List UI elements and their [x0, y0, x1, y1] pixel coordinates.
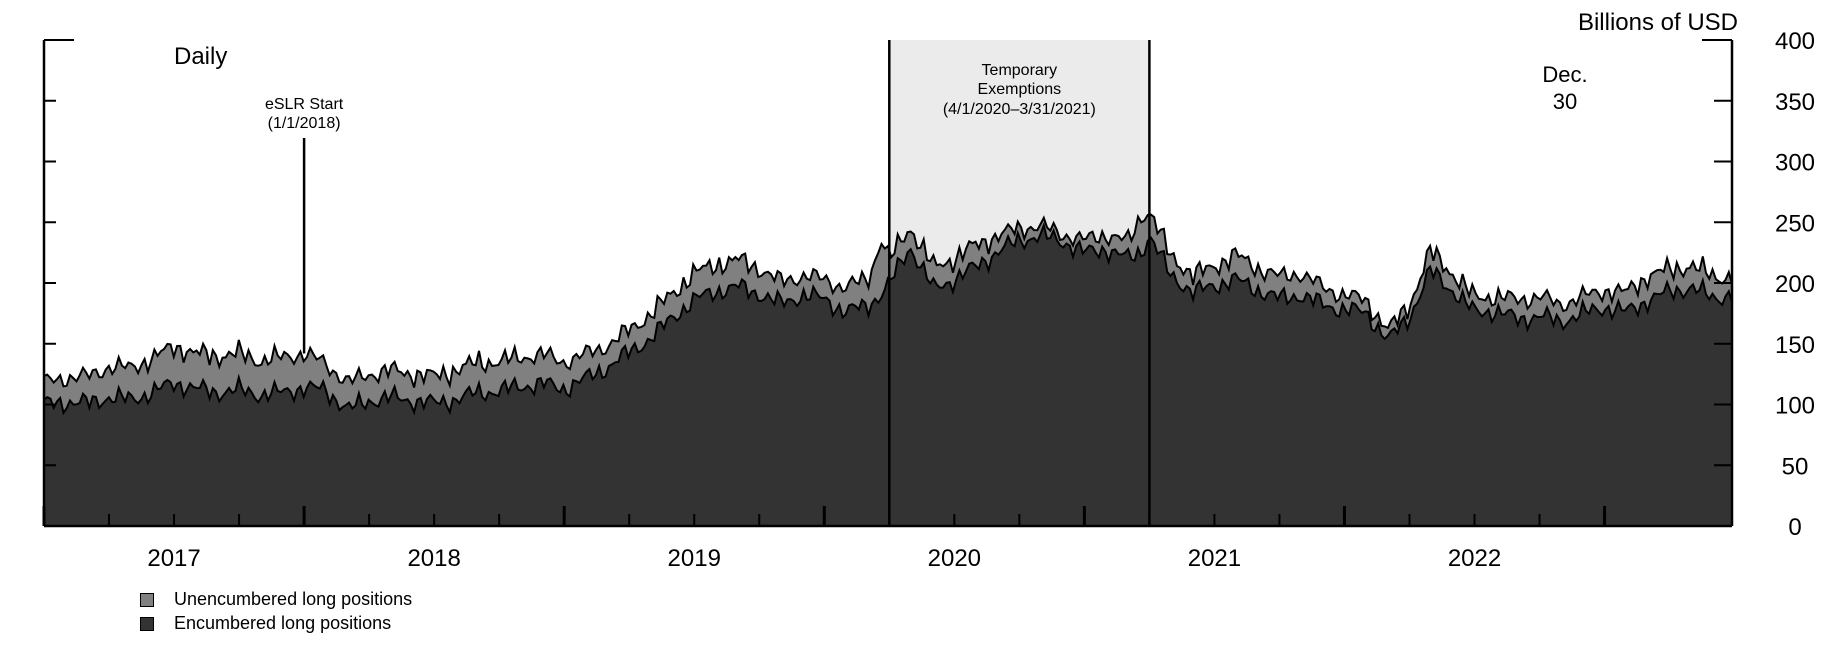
legend-label-unencumbered: Unencumbered long positions: [174, 589, 413, 609]
end-date-label-day: 30: [1553, 89, 1577, 114]
end-date-label-month: Dec.: [1542, 62, 1587, 87]
y-tick-label: 100: [1775, 393, 1815, 420]
series-line-total: [43, 213, 1733, 390]
y-tick-label: 200: [1775, 271, 1815, 298]
y-tick-label: 150: [1775, 332, 1815, 359]
y-tick-label: 400: [1775, 28, 1815, 55]
series-line-encumbered: [43, 221, 1733, 416]
y-tick-label: 50: [1782, 453, 1809, 480]
exemption-annotation-line2: Exemptions: [978, 81, 1062, 98]
legend-label-encumbered: Encumbered long positions: [174, 613, 392, 633]
series-area-encumbered: [44, 225, 1732, 527]
x-tick-label: 2021: [1188, 545, 1241, 572]
x-tick-label: 2018: [407, 545, 460, 572]
x-axis: 2017 2018 2019 2020 2021 2022: [42, 506, 1607, 572]
eslr-annotation-date: (1/1/2018): [268, 115, 341, 132]
y-tick-label: 350: [1775, 89, 1815, 116]
exemption-annotation-line1: Temporary: [982, 62, 1058, 79]
x-tick-label: 2022: [1448, 545, 1501, 572]
frequency-label: Daily: [174, 43, 227, 70]
y-tick-label: 0: [1788, 514, 1801, 541]
legend-item-unencumbered: Unencumbered long positions: [140, 589, 412, 610]
eslr-annotation-title: eSLR Start: [265, 96, 344, 113]
legend-item-encumbered: Encumbered long positions: [140, 613, 391, 634]
unit-label: Billions of USD: [1578, 9, 1738, 36]
y-tick-label: 250: [1775, 210, 1815, 237]
exemption-annotation-line3: (4/1/2020–3/31/2021): [943, 101, 1096, 118]
y-tick-label: 300: [1775, 150, 1815, 177]
x-tick-label: 2020: [928, 545, 981, 572]
x-tick-label: 2017: [147, 545, 200, 572]
x-tick-label: 2019: [668, 545, 721, 572]
legend-swatch-encumbered: [140, 616, 154, 631]
legend-swatch-unencumbered: [140, 592, 154, 607]
y-axis: 0 50 100 150 200 250 300 350 400: [44, 28, 1815, 541]
